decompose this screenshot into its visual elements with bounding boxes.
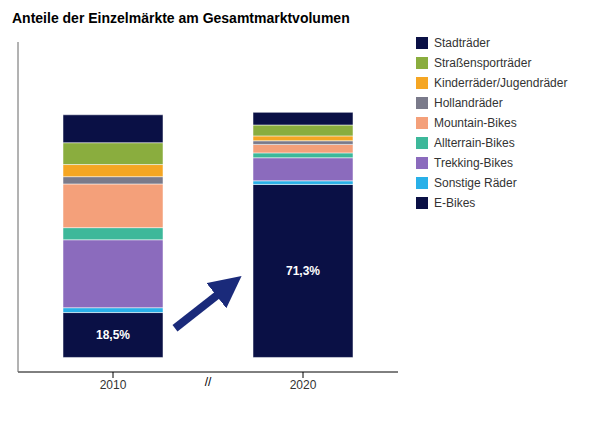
html-text:Sonstige Räder: Sonstige Räder	[434, 176, 517, 190]
svg-text:18,5%: 18,5%	[96, 328, 130, 342]
html-text:E-Bikes: E-Bikes	[434, 196, 476, 210]
svg-text:2020: 2020	[290, 378, 317, 392]
html-text:Stadträder: Stadträder	[434, 36, 490, 50]
html-text:Hollandräder: Hollandräder	[434, 96, 503, 110]
html-text:Trekking-Bikes: Trekking-Bikes	[434, 156, 513, 170]
html-text:Anteile der Einzelmärkte am Ge: Anteile der Einzelmärkte am Gesamtmarktv…	[12, 10, 350, 26]
html-text:Allterrain-Bikes: Allterrain-Bikes	[434, 136, 515, 150]
html-text:Straßensporträder: Straßensporträder	[434, 56, 532, 70]
svg-text:2010: 2010	[100, 378, 127, 392]
svg-text://: //	[205, 375, 212, 389]
html-text:Kinderräder/Jugendräder: Kinderräder/Jugendräder	[434, 76, 568, 90]
html-text:Mountain-Bikes: Mountain-Bikes	[434, 116, 517, 130]
svg-text:71,3%: 71,3%	[286, 264, 320, 278]
